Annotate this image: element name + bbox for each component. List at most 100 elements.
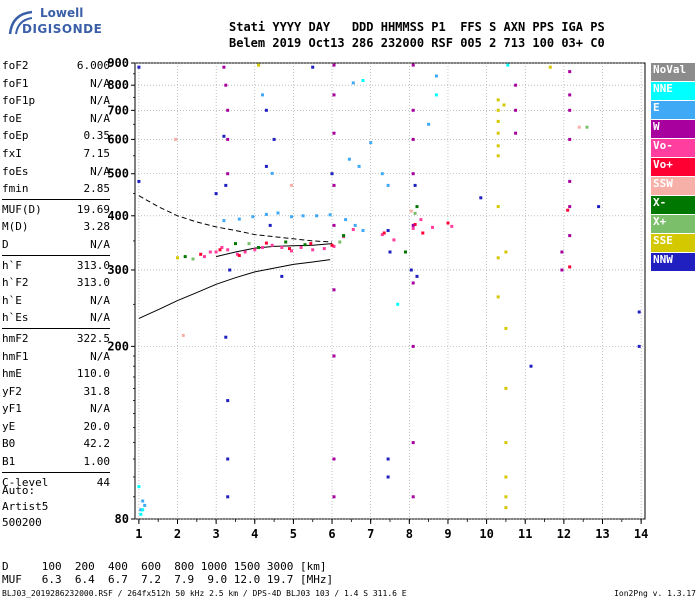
- echo-point: [214, 192, 218, 196]
- echo-point: [299, 246, 303, 249]
- echo-point: [431, 225, 434, 229]
- logo-line1: Lowell: [40, 6, 84, 20]
- x-tick-label: 12: [557, 527, 571, 541]
- y-tick-label: 300: [107, 263, 129, 277]
- echo-point: [568, 265, 572, 269]
- param-value: 322.5: [76, 331, 110, 345]
- echo-point: [222, 65, 226, 69]
- echo-point: [332, 131, 336, 135]
- echo-point: [411, 344, 415, 348]
- echo-point: [268, 223, 272, 227]
- echo-point: [332, 495, 336, 499]
- logo-line2: DIGISONDE: [22, 22, 103, 36]
- echo-point: [137, 65, 141, 69]
- echo-point: [272, 137, 276, 141]
- echo-point: [264, 164, 268, 168]
- echo-point: [409, 209, 413, 213]
- echo-point: [637, 310, 641, 314]
- echo-point: [344, 218, 348, 222]
- echo-point: [191, 257, 195, 261]
- echo-point: [353, 223, 357, 227]
- y-tick-label: 400: [107, 209, 129, 223]
- legend-item: Vo-: [651, 139, 695, 157]
- param-value: 110.0: [76, 367, 110, 381]
- footer-version: Ion2Png v. 1.3.17: [614, 589, 696, 598]
- echo-point: [568, 93, 572, 97]
- echo-point: [404, 250, 407, 254]
- param-value: 1.00: [83, 455, 111, 469]
- echo-point: [270, 171, 274, 175]
- echo-point: [504, 495, 508, 499]
- echo-point: [224, 83, 228, 87]
- legend-item: X+: [651, 215, 695, 233]
- echo-point: [234, 242, 237, 246]
- profile-curve: [138, 259, 331, 319]
- echo-point: [137, 179, 141, 183]
- legend-item: Vo+: [651, 158, 695, 176]
- echo-point: [226, 495, 230, 499]
- x-tick-label: 1: [135, 527, 142, 541]
- echo-point: [434, 93, 438, 97]
- echo-point: [388, 250, 392, 254]
- x-tick-label: 8: [406, 527, 413, 541]
- footer-info: BLJ03_2019286232000.RSF / 264fx512h 50 k…: [2, 589, 407, 598]
- param-value: N/A: [90, 111, 110, 125]
- echo-point: [568, 179, 572, 183]
- echo-point: [143, 503, 147, 507]
- echo-point: [597, 205, 601, 209]
- param-name: h`Es: [2, 311, 29, 325]
- param-name: yF1: [2, 402, 22, 416]
- echo-point: [328, 213, 332, 217]
- param-name: h`F2: [2, 276, 29, 290]
- param-row: foF2 6.000: [2, 57, 110, 75]
- echo-point: [496, 295, 500, 299]
- echo-point: [357, 164, 361, 168]
- echo-point: [380, 233, 384, 237]
- echo-point: [183, 255, 187, 259]
- x-tick-label: 13: [595, 527, 609, 541]
- echo-point: [413, 223, 417, 226]
- x-tick-label: 7: [367, 527, 374, 541]
- param-separator: [2, 254, 110, 256]
- echo-point: [251, 215, 255, 219]
- header-row-labels: Stati YYYY DAY DDD HHMMSS P1 FFS S AXN P…: [229, 20, 605, 34]
- param-row: foE N/A: [2, 110, 110, 128]
- echo-point: [226, 457, 230, 461]
- param-value: N/A: [90, 94, 110, 108]
- echo-point: [220, 246, 224, 249]
- echo-point: [577, 125, 581, 129]
- param-value: 0.35: [83, 129, 111, 143]
- x-tick-label: 2: [174, 527, 181, 541]
- param-value: N/A: [90, 237, 110, 251]
- echo-point: [181, 333, 185, 337]
- param-value: 19.69: [76, 202, 110, 216]
- echo-point: [235, 252, 239, 256]
- echo-point: [386, 475, 390, 479]
- echo-point: [137, 485, 141, 489]
- echo-point: [361, 229, 365, 232]
- echo-point: [504, 441, 508, 445]
- y-tick-label: 700: [107, 103, 129, 117]
- echo-point: [411, 495, 415, 499]
- param-name: h`F: [2, 258, 22, 272]
- param-value: N/A: [90, 293, 110, 307]
- echo-point: [514, 83, 518, 87]
- param-value: 44: [96, 475, 110, 489]
- echo-point: [386, 183, 390, 187]
- echo-point: [222, 134, 226, 138]
- echo-point: [261, 93, 264, 97]
- echo-point: [496, 256, 500, 260]
- echo-point: [237, 254, 241, 257]
- y-tick-label: 500: [107, 167, 129, 181]
- param-row: fmin 2.85: [2, 180, 110, 198]
- legend-item: NoVal: [651, 63, 695, 81]
- echo-point: [139, 508, 143, 512]
- echo-point: [280, 274, 284, 278]
- echo-point: [504, 250, 508, 254]
- echo-point: [496, 119, 500, 123]
- logo-arc-icon: [8, 10, 33, 35]
- echo-point: [141, 508, 145, 512]
- param-row: foF1 N/A: [2, 75, 110, 93]
- x-tick-label: 11: [518, 527, 532, 541]
- echo-point: [214, 250, 218, 254]
